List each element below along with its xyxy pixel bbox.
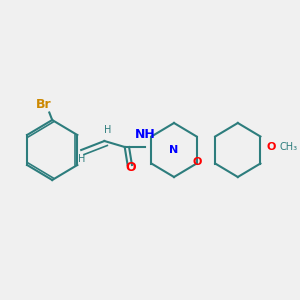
Text: Br: Br [36,98,51,111]
Text: O: O [125,161,136,174]
Text: NH: NH [135,128,155,141]
Text: N: N [169,145,178,155]
Text: H: H [77,154,85,164]
Text: H: H [103,125,111,136]
Text: O: O [267,142,276,152]
Text: CH₃: CH₃ [280,142,298,152]
Text: O: O [193,157,202,167]
